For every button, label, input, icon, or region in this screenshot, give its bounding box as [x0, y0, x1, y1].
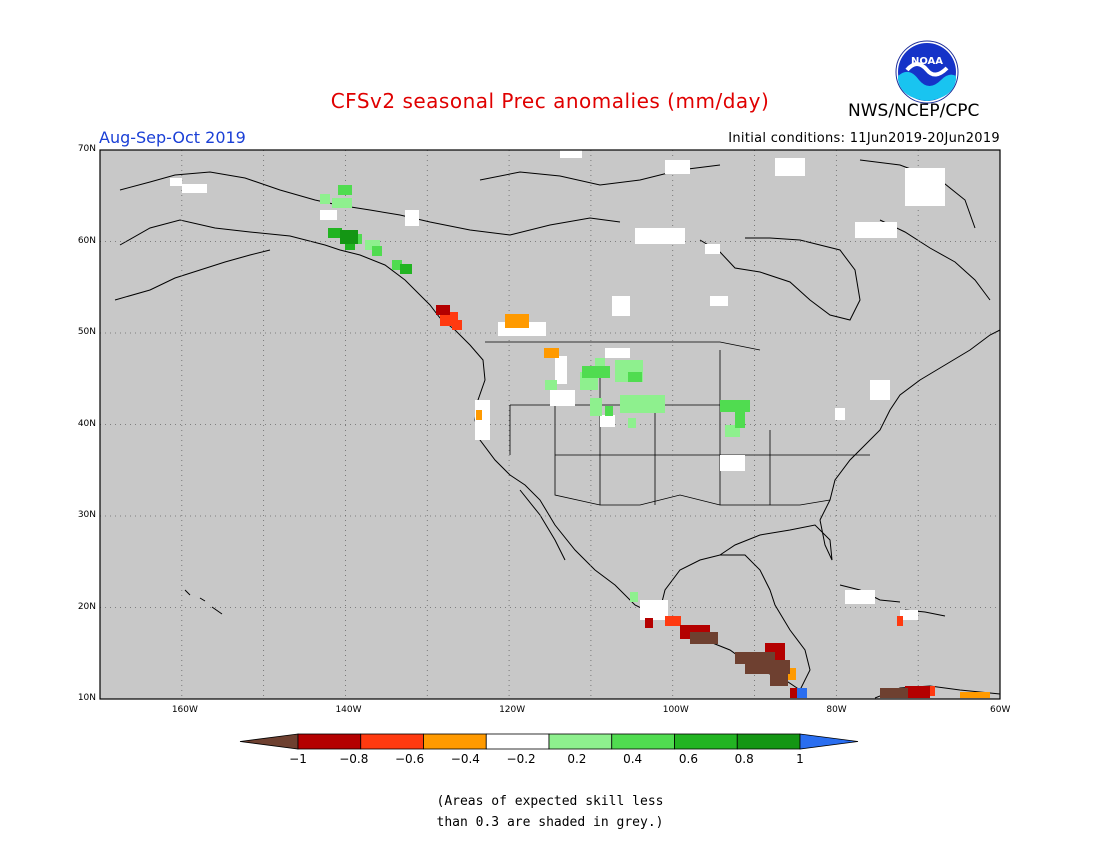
colorbar-label: 0.2	[567, 752, 587, 766]
footnote-line-2: than 0.3 are shaded in grey.)	[436, 815, 664, 830]
lat-label: 10N	[77, 693, 96, 703]
colorbar-segment	[297, 733, 362, 750]
colorbar-segment	[674, 733, 738, 750]
colorbar-arrow-low	[239, 733, 299, 750]
lon-label: 140W	[335, 705, 362, 715]
colorbar-label: 0.4	[623, 752, 643, 766]
colorbar-segment	[611, 733, 675, 750]
coastlines	[114, 159, 1001, 699]
lat-label: 70N	[77, 144, 96, 154]
lat-label: 60N	[77, 235, 96, 246]
colorbar-label: −0.2	[506, 752, 536, 766]
colorbar-label: 1	[796, 752, 804, 766]
footnote: (Areas of expected skill less than 0.3 a…	[0, 791, 1100, 833]
map-frame	[99, 149, 1001, 700]
darkest-green-cells	[340, 230, 358, 244]
lat-lon-gridlines	[100, 150, 1000, 699]
colorbar-label: −0.8	[339, 752, 369, 766]
map-title: CFSv2 seasonal Prec anomalies (mm/day)	[330, 89, 770, 113]
lon-label: 120W	[499, 705, 526, 715]
colorbar-segment	[360, 733, 424, 750]
colorbar-segment	[423, 733, 487, 750]
logo-text: NOAA	[911, 56, 943, 67]
noaa-logo-icon: NOAA	[895, 40, 959, 104]
agency-label: NWS/NCEP/CPC	[848, 101, 980, 121]
lat-label: 30N	[77, 510, 96, 520]
colorbar-label: −0.6	[394, 752, 425, 766]
lat-label: 20N	[77, 601, 96, 612]
colorbar-segment	[736, 733, 801, 750]
colorbar-label: 0.8	[734, 752, 754, 766]
colorbar-arrow-high	[799, 733, 859, 750]
blue-cells	[797, 688, 807, 698]
brown-cells	[690, 632, 908, 698]
colorbar-segment	[485, 733, 550, 750]
colorbar-label: 0.6	[678, 752, 698, 766]
season-label: Aug-Sep-Oct 2019	[99, 128, 246, 147]
lat-label: 40N	[77, 418, 96, 429]
initial-conditions-label: Initial conditions: 11Jun2019-20Jun2019	[728, 131, 1000, 146]
colorbar	[239, 733, 859, 750]
anomaly-cells	[170, 150, 990, 698]
colorbar-segment	[548, 733, 613, 750]
orange-cells	[476, 314, 990, 698]
lon-label: 100W	[662, 705, 689, 715]
lat-label: 50N	[77, 327, 96, 337]
lon-label: 80W	[826, 705, 847, 715]
lon-label: 60W	[990, 705, 1011, 715]
dark-green-cells	[328, 228, 412, 274]
colorbar-label: −1	[289, 752, 307, 766]
colorbar-label: −0.4	[450, 752, 480, 766]
lon-label: 160W	[171, 705, 198, 715]
footnote-line-1: (Areas of expected skill less	[436, 794, 664, 809]
